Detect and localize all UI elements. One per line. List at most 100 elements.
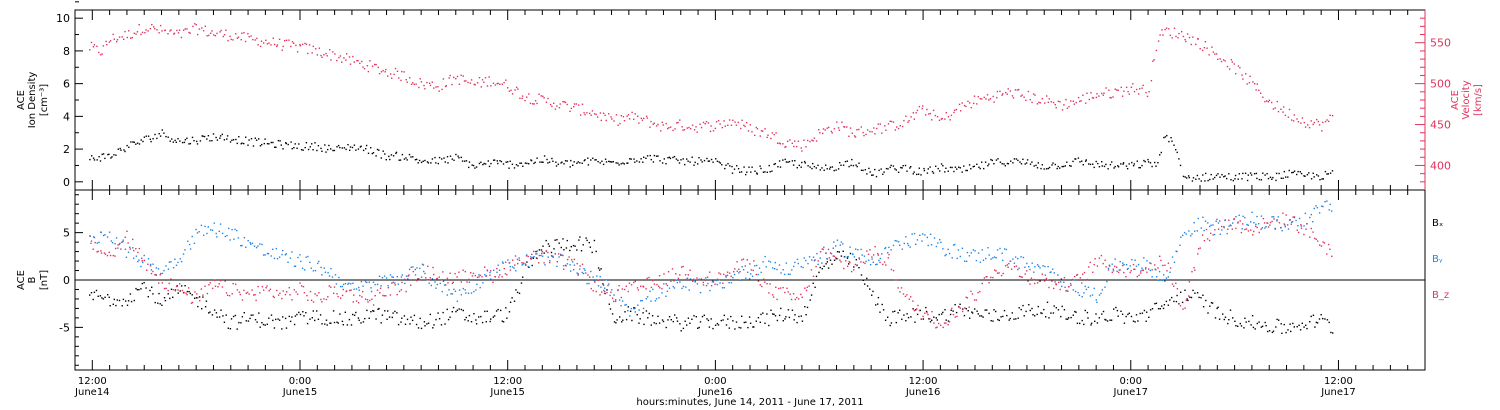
data-point [497,82,499,85]
data-point [115,237,118,239]
data-point [752,269,754,272]
data-point [455,78,457,80]
data-point [564,160,567,162]
data-point [1047,279,1049,281]
data-point [759,135,761,137]
data-point [273,43,276,46]
data-point [189,248,192,250]
data-point [1017,268,1019,271]
data-point [349,63,352,65]
data-point [180,36,183,39]
data-point [714,324,717,326]
data-point [1247,230,1250,232]
data-point [1249,75,1251,77]
data-point [1297,225,1299,227]
data-point [1304,126,1307,128]
data-point [566,239,568,242]
data-point [1013,318,1015,320]
data-point [602,112,605,114]
data-point [676,122,678,124]
data-point [1324,170,1327,173]
data-point [759,321,761,323]
data-point [482,163,484,166]
data-point [349,289,351,292]
data-point [793,265,795,268]
data-point [789,139,791,141]
data-point [1303,233,1305,236]
data-point [791,269,793,271]
data-point [628,282,631,284]
data-point [1289,323,1291,325]
data-point [393,73,395,76]
data-point [502,262,504,264]
data-point [1145,268,1147,270]
data-point [969,102,971,104]
data-point [365,148,367,150]
data-point [757,280,760,282]
data-point [890,322,893,324]
data-point [971,293,974,295]
data-point [1293,326,1295,328]
data-point [686,127,688,129]
data-point [294,265,297,267]
data-point [1020,308,1022,311]
data-point [625,318,628,321]
data-point [291,251,293,253]
data-point [740,327,742,329]
data-point [386,318,388,320]
data-point [823,265,825,267]
data-point [225,29,227,31]
data-point [669,157,672,160]
data-point [254,319,257,321]
data-point [1330,331,1332,334]
data-point [123,149,125,151]
data-point [204,285,206,287]
data-point [709,130,712,133]
data-point [1290,223,1292,225]
data-point [90,292,93,294]
data-point [587,274,589,276]
time-tick-label: 12:00 [909,376,938,387]
data-point [735,124,738,126]
data-point [174,289,177,291]
data-point [528,163,530,165]
data-point [381,314,384,316]
data-point [1023,315,1025,317]
data-point [540,254,542,257]
data-point [1077,157,1080,159]
data-point [1101,92,1103,95]
data-point [944,171,946,173]
data-point [1065,290,1067,292]
data-point [617,162,619,164]
data-point [941,117,943,120]
data-point [785,146,787,148]
data-point [1203,229,1205,232]
data-point [869,249,871,251]
data-point [892,244,895,247]
data-point [815,167,817,169]
data-point [433,87,435,89]
data-point [627,310,629,312]
data-point [1110,97,1112,99]
data-point [633,307,635,309]
data-point [912,173,914,175]
data-point [372,281,375,283]
density-ylabel-3: [cm⁻³] [39,84,50,116]
data-point [698,157,700,159]
data-point [484,266,486,268]
data-point [1013,266,1016,268]
data-point [1244,228,1246,231]
data-point [240,245,242,247]
bfield-axis-ticks: -505 [59,194,83,366]
data-point [1014,89,1017,91]
data-point [168,282,170,285]
data-point [378,73,381,75]
data-point [243,312,245,314]
data-point [333,149,336,152]
data-point [916,313,919,316]
data-point [150,269,153,271]
data-point [143,282,145,284]
data-point [1029,163,1032,165]
data-point [1037,305,1039,308]
data-point [1217,222,1220,224]
